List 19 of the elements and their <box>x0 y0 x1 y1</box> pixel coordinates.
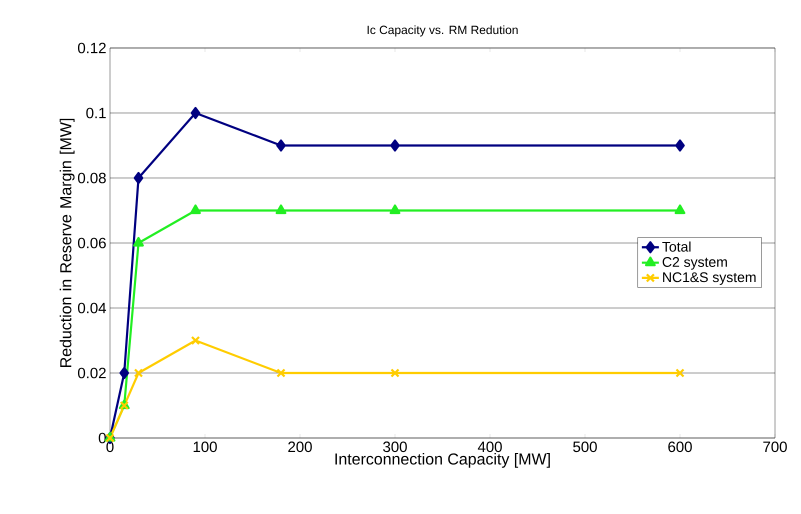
x-tick-label: 100 <box>194 442 217 452</box>
x-tick-label: 500 <box>573 442 597 452</box>
x-axis-title: Interconnection Capacity [MW] <box>335 452 550 468</box>
legend-label: C2 system <box>662 257 727 270</box>
y-tick-label: 0.1 <box>86 108 106 118</box>
chart-title: Ic Capacity vs. RM Redution <box>368 25 518 36</box>
y-tick-label: 0.12 <box>78 42 106 54</box>
y-tick-label: 0.02 <box>78 368 106 378</box>
y-tick-label: 0.06 <box>78 238 106 248</box>
x-tick-label: 600 <box>668 442 692 452</box>
y-tick-label: 0.08 <box>78 172 106 184</box>
x-tick-label: 200 <box>288 442 312 452</box>
y-tick-label: 0.04 <box>78 302 106 314</box>
y-axis-title: Reduction in Reserve Margin [MW] <box>60 118 75 368</box>
legend-label: NC1&S system <box>663 272 756 285</box>
legend-label: Total <box>662 241 691 252</box>
x-tick-label: 400 <box>478 442 502 452</box>
x-tick-label: 300 <box>383 442 407 452</box>
x-tick-label: 700 <box>763 442 787 452</box>
